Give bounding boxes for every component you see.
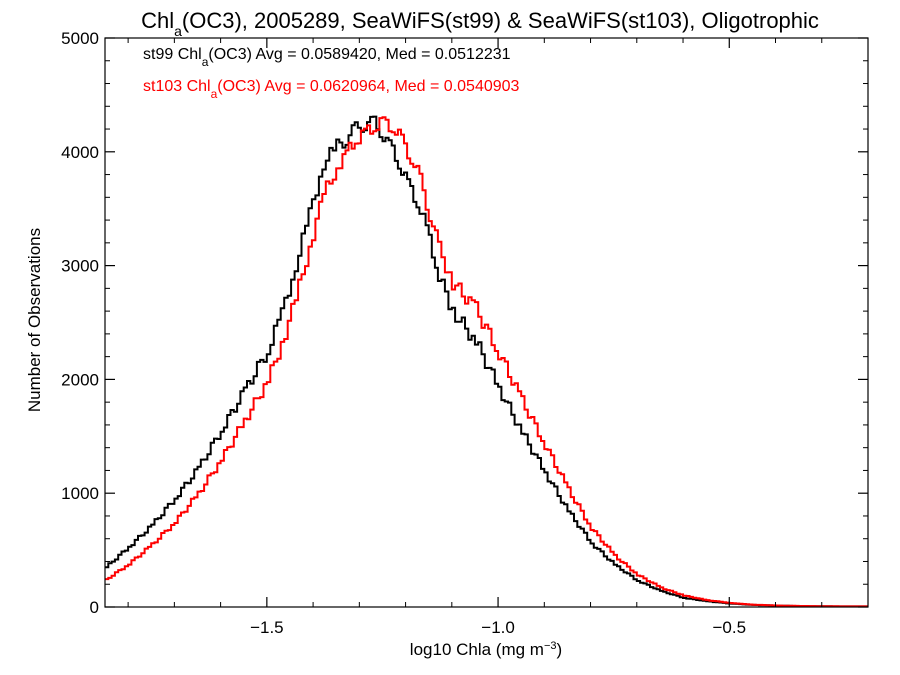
y-tick-label: 0 [90,598,99,617]
x-tick-label: −1.0 [481,618,515,637]
x-axis-label-end: ) [557,640,563,659]
st99-stats-subscript: a [202,55,209,69]
title-subscript: a [174,23,182,39]
y-tick-label: 4000 [61,143,99,162]
axis-ticks-group [105,37,868,608]
st103-stats-text: (OC3) Avg = 0.0620964, Med = 0.0540903 [217,78,519,95]
x-tick-label: −0.5 [712,618,746,637]
y-axis-label: Number of Observations [25,228,44,412]
title-prefix: Chl [141,8,174,33]
x-axis-label-main: log10 Chla (mg m [410,640,544,659]
st103-stats-label: st103 Chla(OC3) Avg = 0.0620964, Med = 0… [143,78,520,101]
x-axis-label-superscript: −3 [544,640,557,652]
y-tick-label: 3000 [61,257,99,276]
y-tick-label: 1000 [61,484,99,503]
y-tick-label: 2000 [61,370,99,389]
st99-stats-text: (OC3) Avg = 0.0589420, Med = 0.0512231 [208,46,510,63]
chart-title: Chla(OC3), 2005289, SeaWiFS(st99) & SeaW… [141,8,819,39]
plot-series-group [105,115,868,608]
st99-stats-label: st99 Chla(OC3) Avg = 0.0589420, Med = 0.… [143,46,511,69]
plot-frame [104,37,869,608]
x-axis-label: log10 Chla (mg m−3) [410,640,562,659]
st99-stats-prefix: st99 Chl [143,46,202,63]
title-suffix: (OC3), 2005289, SeaWiFS(st99) & SeaWiFS(… [182,8,819,33]
tick-labels-group: 0 1000 2000 3000 4000 5000 −1.5 −1.0 −0.5 [61,29,746,637]
st103-stats-subscript: a [211,87,218,101]
st103-stats-prefix: st103 Chl [143,78,211,95]
series-line-st99 [105,115,868,608]
x-tick-label: −1.5 [250,618,284,637]
series-line-st103 [105,116,868,608]
y-tick-label: 5000 [61,29,99,48]
